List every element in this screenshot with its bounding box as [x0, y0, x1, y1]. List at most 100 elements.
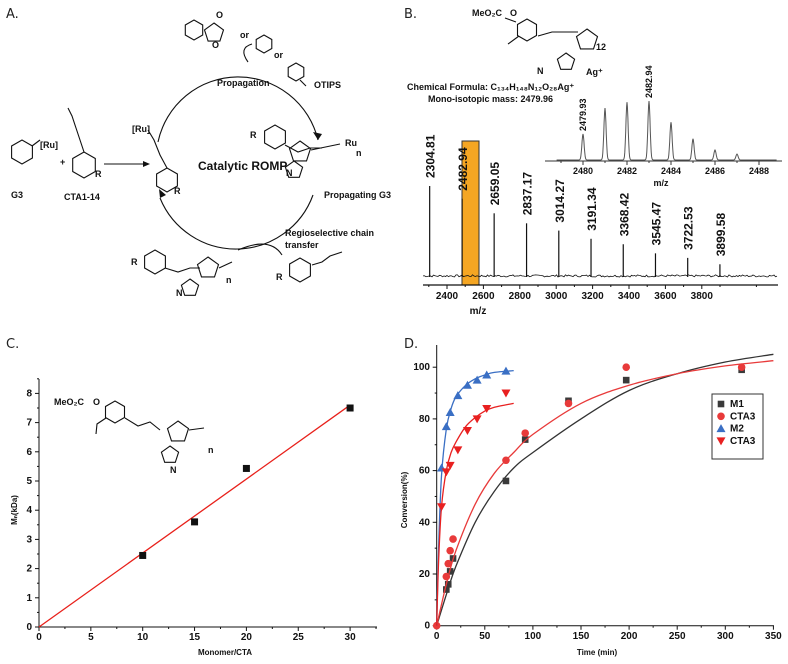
data-point: [482, 370, 492, 379]
n-subscript: n: [208, 445, 214, 455]
inset-x-tick-label: 2482: [617, 166, 637, 176]
oxygen-label: O: [216, 10, 223, 20]
data-point: [482, 405, 492, 414]
y-tick-label: 5: [26, 476, 32, 487]
r-group-label: R: [131, 257, 138, 267]
y-tick-label: 2: [26, 564, 32, 575]
peak-label: 3368.42: [617, 193, 631, 237]
data-point: [472, 375, 482, 384]
bond-chain: [310, 143, 341, 151]
oxygen-label: O: [510, 8, 517, 18]
catalytic-romp-title: Catalytic ROMP: [198, 159, 287, 173]
x-tick-label: 30: [345, 632, 357, 643]
inset-x-tick-label: 2488: [749, 166, 769, 176]
peak-label: 2837.17: [521, 172, 535, 216]
inset-peak-label: 2479.93: [578, 98, 588, 131]
y-tick-label: 60: [419, 466, 431, 477]
arrowhead-icon: [159, 189, 166, 198]
data-point: [521, 429, 530, 437]
cyclopentane-ring: [284, 160, 304, 178]
data-point: [501, 389, 511, 398]
x-tick-label: 0: [434, 631, 440, 642]
arrowhead-icon: [313, 132, 322, 140]
inset-spectrum-line: [556, 100, 777, 161]
y-tick-label: 40: [419, 517, 431, 528]
x-tick-label: 20: [241, 632, 253, 643]
or-label: or: [274, 50, 283, 60]
cta-entry-arrow: [237, 243, 283, 256]
plus-sign: +: [60, 157, 65, 167]
legend-label: CTA3: [730, 436, 756, 447]
x-axis-label: m/z: [470, 306, 487, 317]
legend-marker: [717, 412, 725, 421]
peak-label: 2482.94: [456, 147, 470, 191]
x-tick-label: 3000: [545, 291, 568, 302]
x-tick-label: 2800: [509, 291, 532, 302]
peak-label: 3899.58: [714, 213, 728, 257]
bond-chain: [95, 417, 107, 435]
data-point: [472, 415, 482, 424]
panel-d-chart: D. 0 50 100 150 200 250 300 350 0 20 40 60 80 100 Tim…: [400, 337, 782, 657]
bond-chain: [31, 139, 41, 147]
y-tick-label: 1: [26, 593, 32, 604]
cyclopentane-ring: [288, 140, 312, 162]
data-point: [139, 551, 147, 559]
panel-b-mass-spectrum: B. MeO₂C O 12 N Ag⁺ Chemical Formula: C₁…: [404, 7, 782, 317]
legend-label: M2: [730, 424, 744, 435]
data-point: [191, 518, 199, 526]
n-subscript: n: [356, 148, 362, 158]
data-point: [521, 436, 529, 443]
g3-label: G3: [11, 190, 23, 200]
benzene-ring: [104, 400, 126, 424]
y-tick-label: 6: [26, 447, 32, 458]
monomer-entry-arrow: [243, 43, 253, 63]
propagating-g3-label: Propagating G3: [324, 190, 391, 200]
benzene-ring: [72, 151, 96, 179]
y-tick-label: 100: [413, 362, 430, 373]
cyclopentane-ring: [203, 22, 225, 42]
data-point: [442, 572, 451, 581]
chain-transfer-label: Regioselective chain: [285, 228, 374, 238]
x-axis-label: Time (min): [577, 648, 618, 657]
r-group-label: R: [174, 186, 181, 196]
chain-transfer-arrow: [159, 194, 314, 250]
bond-chain: [284, 144, 322, 153]
cyclopentane-ring: [160, 445, 180, 463]
x-tick-label: 3400: [618, 291, 641, 302]
nitrogen-label: N: [176, 288, 183, 298]
data-point: [462, 380, 472, 389]
data-point: [453, 446, 463, 455]
oxygen-label: O: [93, 397, 100, 407]
data-point: [502, 477, 510, 485]
x-tick-label: 3200: [581, 291, 604, 302]
x-axis-label: Monomer/CTA: [198, 648, 252, 657]
data-point: [737, 363, 746, 372]
y-tick-label: 8: [26, 388, 32, 399]
ru-label: [Ru]: [132, 124, 150, 134]
legend-label: M1: [730, 399, 744, 410]
peak-label: 3014.27: [553, 179, 567, 223]
inset-x-axis-label: m/z: [653, 178, 669, 188]
or-label: or: [240, 30, 249, 40]
x-tick-label: 15: [189, 632, 201, 643]
data-point: [445, 407, 455, 416]
ester-label: MeO₂C: [54, 397, 85, 407]
bond-chain: [299, 79, 307, 87]
cyclopentane-ring: [166, 420, 190, 442]
arrowhead-icon: [143, 161, 150, 167]
data-point: [441, 468, 451, 477]
data-point: [346, 404, 354, 412]
x-tick-label: 150: [573, 631, 590, 642]
r-group-label: R: [95, 169, 102, 179]
inset-x-tick-label: 2486: [705, 166, 725, 176]
bond-chain: [507, 35, 520, 45]
y-tick-label: 20: [419, 569, 431, 580]
fit-line: [38, 404, 351, 628]
legend-marker: [716, 424, 726, 433]
panel-label-a: A.: [6, 7, 19, 22]
panel-label-c: C.: [6, 337, 19, 352]
data-point: [462, 427, 472, 436]
data-point: [453, 391, 463, 400]
cyclopentane-ring: [180, 278, 200, 296]
